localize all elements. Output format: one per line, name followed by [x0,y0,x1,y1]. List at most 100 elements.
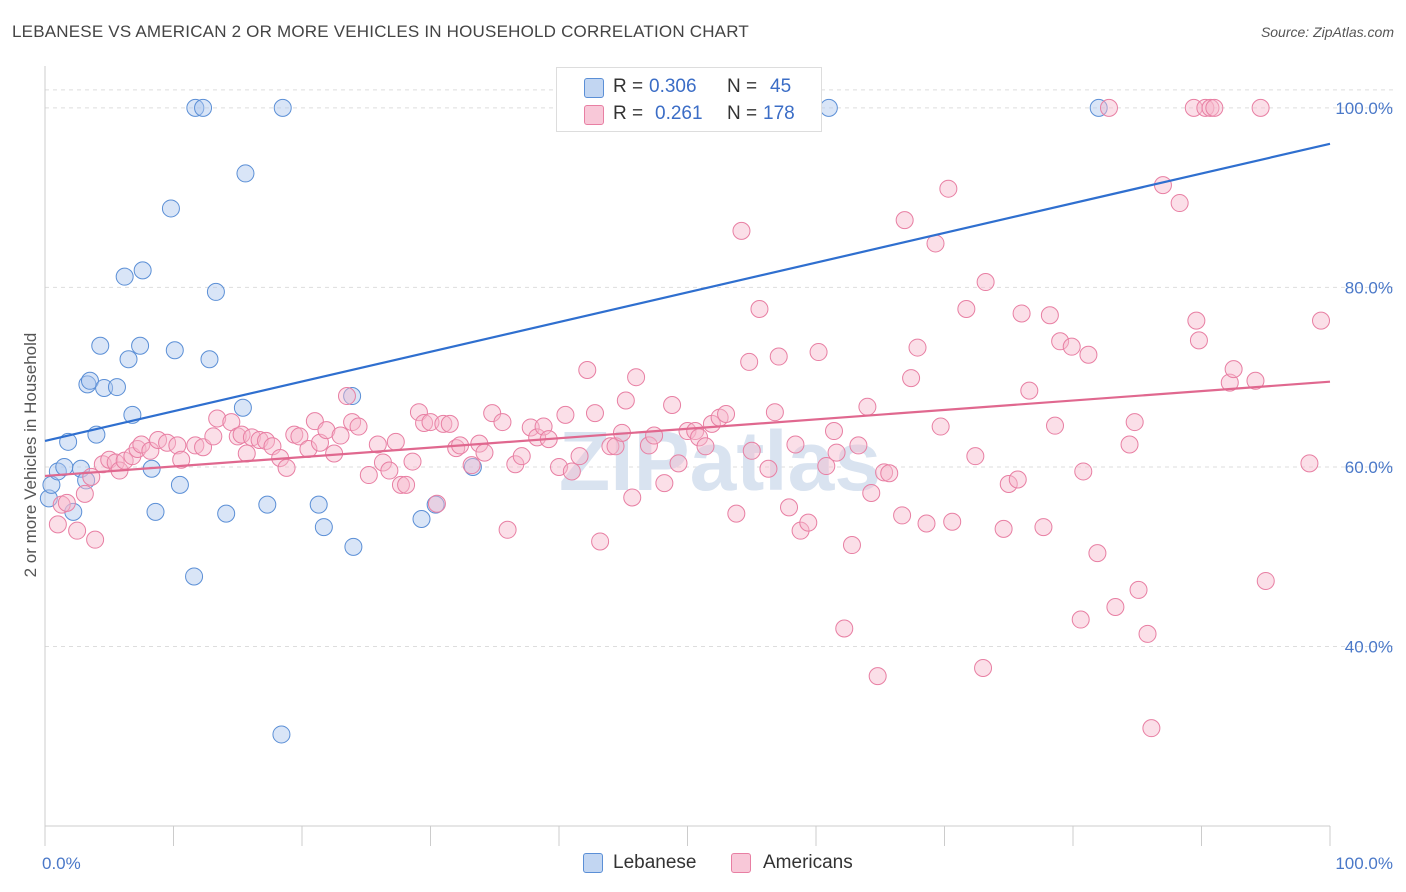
y-tick-label: 40.0% [1345,637,1393,656]
americans-point [331,426,350,445]
americans-point [397,475,416,494]
y-tick-label: 80.0% [1345,278,1393,297]
americans-point [957,299,976,318]
lebanese-point [146,502,165,521]
americans-point [994,519,1013,538]
americans-point [440,414,459,433]
americans-point [570,447,589,466]
y-axis-label: 2 or more Vehicles in Household [21,333,40,578]
americans-point [727,504,746,523]
y-tick-label: 100.0% [1335,99,1393,118]
americans-point [1106,597,1125,616]
americans-point [591,532,610,551]
lebanese-point [165,341,184,360]
americans-point [498,520,517,539]
lebanese-point [91,336,110,355]
americans-point [317,421,336,440]
r-value: 0.261 [655,103,703,124]
americans-point [835,619,854,638]
americans-point [1062,337,1081,356]
americans-swatch [584,105,604,125]
americans-point [880,464,899,483]
americans-point [483,404,502,423]
americans-point [809,343,828,362]
x-tick-label: 100.0% [1335,854,1393,873]
americans-point [849,436,868,455]
americans-point [627,368,646,387]
r-label: R = [613,103,644,124]
lebanese-point [412,510,431,529]
lebanese-point [119,350,138,369]
americans-point [759,459,778,478]
americans-point [966,447,985,466]
americans-point [669,454,688,473]
americans-point [391,475,410,494]
americans-point [462,456,481,475]
americans-point [1189,331,1208,350]
americans-point [493,413,512,432]
r-label: R = [613,76,644,97]
trend-lines [44,142,1331,478]
axes [44,66,1331,846]
americans-point [208,409,227,428]
lebanese-point [258,495,277,514]
americans-point [645,426,664,445]
americans-point [868,667,887,686]
americans-point [1251,98,1270,117]
americans-point [386,432,405,451]
americans-point [824,422,843,441]
americans-point [1142,719,1161,738]
americans-point [678,422,697,441]
americans-point [1034,518,1053,537]
lebanese-point [185,567,204,586]
lebanese-point [55,457,74,476]
americans-point [528,428,547,447]
lebanese-point [314,518,333,537]
americans-point [799,513,818,532]
americans-point [1012,304,1031,323]
americans-point [1125,413,1144,432]
lebanese-label: Lebanese [613,852,697,873]
watermark: ZIPatlas [559,414,881,508]
americans-point [943,512,962,531]
americans-point [1187,311,1206,330]
americans-point [740,352,759,371]
americans-point [655,474,674,493]
lebanese-swatch [583,853,603,873]
americans-points [48,98,1331,738]
americans-point [186,436,205,455]
source-label: Source: ZipAtlas.com [1260,24,1394,40]
n-label: N = [727,76,758,97]
americans-point [1079,345,1098,364]
americans-point [1020,381,1039,400]
lebanese-trend-line [44,142,1331,442]
americans-point [1205,98,1224,117]
lebanese-point [819,98,838,117]
lebanese-point [309,495,328,514]
americans-point [86,530,105,549]
americans-point [786,435,805,454]
americans-point [204,427,223,446]
americans-point [817,457,836,476]
lebanese-point [273,98,292,117]
americans-swatch [731,853,751,873]
n-label: N = [727,103,758,124]
americans-point [168,436,187,455]
americans-point [237,444,256,463]
americans-point [696,437,715,456]
americans-point [1088,544,1107,563]
x-tick-label: 0.0% [42,854,81,873]
americans-point [1120,435,1139,454]
americans-point [57,493,76,512]
lebanese-point [107,378,126,397]
americans-point [893,506,912,525]
americans-point [917,514,936,533]
americans-point [616,391,635,410]
lebanese-point [161,199,180,218]
americans-point [403,452,422,471]
r-value: 0.306 [649,76,697,97]
americans-point [409,403,428,422]
americans-point [512,447,531,466]
lebanese-point [170,475,189,494]
